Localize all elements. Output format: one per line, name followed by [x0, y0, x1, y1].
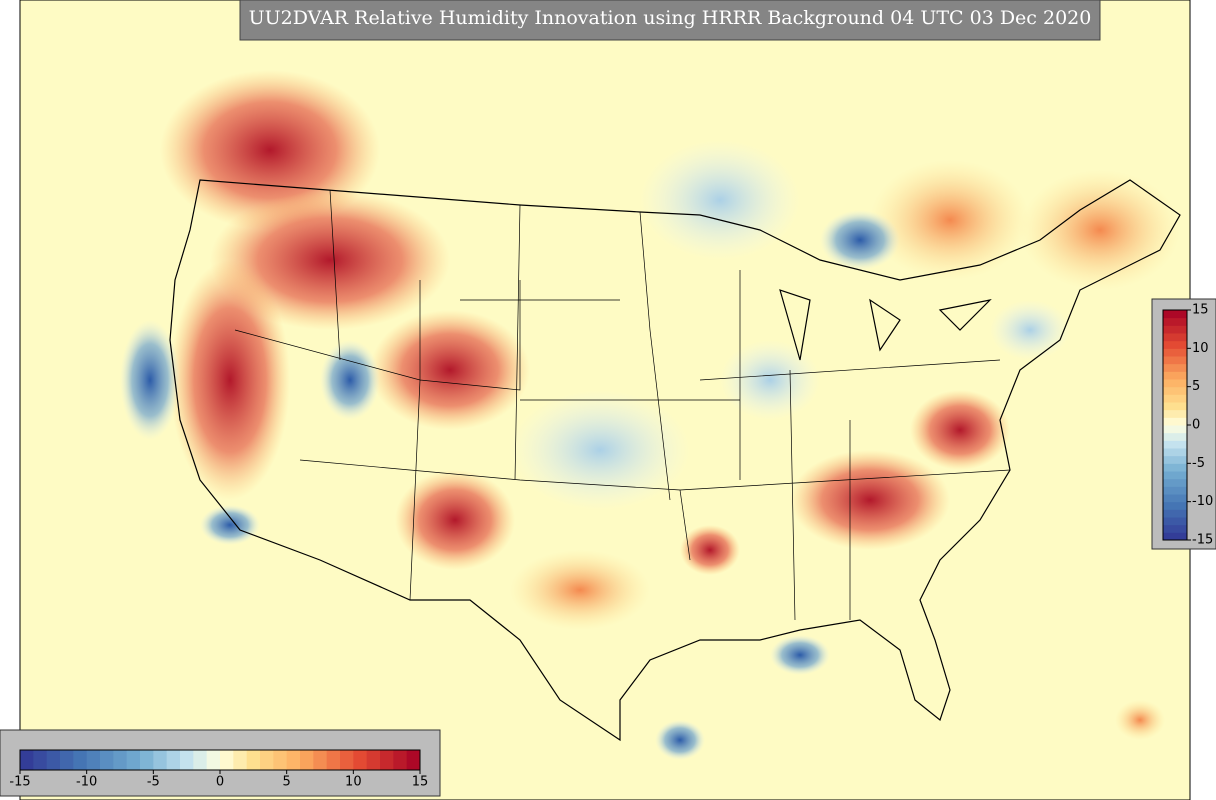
colorbar-step [1163, 501, 1187, 510]
colorbar-step [393, 750, 408, 770]
colorbar-step [286, 750, 301, 770]
colorbar-step [20, 750, 34, 770]
colorbar-step [380, 750, 394, 770]
colorbar-step [193, 750, 208, 770]
colorbar-step [1163, 371, 1187, 380]
colorbar-tick-label: 0 [1192, 418, 1200, 433]
colorbar-tick-label: 5 [283, 775, 291, 790]
colorbar-step [1163, 532, 1187, 541]
colorbar-step [1163, 440, 1187, 449]
colorbar-tick-label: -15 [1192, 533, 1213, 548]
colorbar-tick-label: 5 [1192, 379, 1200, 394]
colorbar-step [1163, 432, 1187, 441]
colorbar-step [313, 750, 328, 770]
colorbar-tick-label: -15 [9, 775, 30, 790]
colorbar-tick-label: -10 [1192, 494, 1213, 509]
colorbar-step [260, 750, 274, 770]
colorbar-step [1163, 509, 1187, 518]
colorbar-step [1163, 348, 1187, 357]
colorbar-step [206, 750, 221, 770]
colorbar-step [366, 750, 381, 770]
colorbar-step [166, 750, 181, 770]
colorbar-step [340, 750, 354, 770]
colorbar-step [1163, 524, 1187, 533]
title: UU2DVAR Relative Humidity Innovation usi… [249, 7, 1092, 29]
colorbar-step [1163, 317, 1187, 326]
colorbar-step [246, 750, 261, 770]
colorbar-step [1163, 356, 1187, 365]
colorbar-step [233, 750, 248, 770]
colorbar-tick-label: 0 [216, 775, 224, 790]
colorbar-step [1163, 379, 1187, 388]
colorbar-step [1163, 340, 1187, 349]
colorbar-step [1163, 425, 1187, 434]
colorbar-step [46, 750, 61, 770]
map [19, 0, 1191, 800]
colorbar-step [1163, 363, 1187, 372]
colorbar-step [180, 750, 194, 770]
vertical-colorbar: -15 -10 -5 0 5 10 15 [1151, 298, 1216, 550]
colorbar-step [1163, 409, 1187, 418]
colorbar-step [1163, 463, 1187, 472]
colorbar-step [153, 750, 168, 770]
colorbar-step [1163, 394, 1187, 403]
colorbar-tick-label: 15 [412, 775, 429, 790]
colorbar-step [113, 750, 128, 770]
colorbar-tick-label: 10 [1192, 341, 1209, 356]
colorbar-step [1163, 386, 1187, 395]
colorbar-step [273, 750, 288, 770]
title-box: UU2DVAR Relative Humidity Innovation usi… [239, 0, 1101, 41]
colorbar-tick-label: 15 [1192, 303, 1209, 318]
colorbar-step [1163, 455, 1187, 464]
colorbar-step [1163, 333, 1187, 342]
colorbar-tick-label: -5 [147, 775, 160, 790]
colorbar-step [220, 750, 234, 770]
colorbar-step [1163, 325, 1187, 334]
colorbar-step [1163, 478, 1187, 487]
borders [169, 179, 1181, 742]
colorbar-step [1163, 402, 1187, 411]
colorbar-step [126, 750, 141, 770]
colorbar-step [140, 750, 154, 770]
colorbar-step [1163, 417, 1187, 426]
colorbar-step [1163, 486, 1187, 495]
colorbar-step [1163, 494, 1187, 503]
title-background [239, 0, 1101, 41]
colorbar-step [1163, 448, 1187, 457]
colorbar-step [353, 750, 368, 770]
colorbar-step [73, 750, 88, 770]
colorbar-step [406, 750, 421, 770]
colorbar-tick-label: 10 [345, 775, 362, 790]
colorbar-step [1163, 517, 1187, 526]
colorbar-step [33, 750, 48, 770]
field-blobs [120, 70, 1180, 760]
colorbar-step [300, 750, 314, 770]
horizontal-colorbar: -15 -10 -5 0 5 10 15 [0, 729, 441, 797]
colorbar-step [1163, 310, 1187, 319]
colorbar-step [60, 750, 74, 770]
colorbar-tick-label: -5 [1192, 456, 1205, 471]
colorbar-step [100, 750, 114, 770]
colorbar-step [1163, 471, 1187, 480]
colorbar-step [86, 750, 101, 770]
colorbar-step [326, 750, 341, 770]
colorbar-tick-label: -10 [76, 775, 97, 790]
